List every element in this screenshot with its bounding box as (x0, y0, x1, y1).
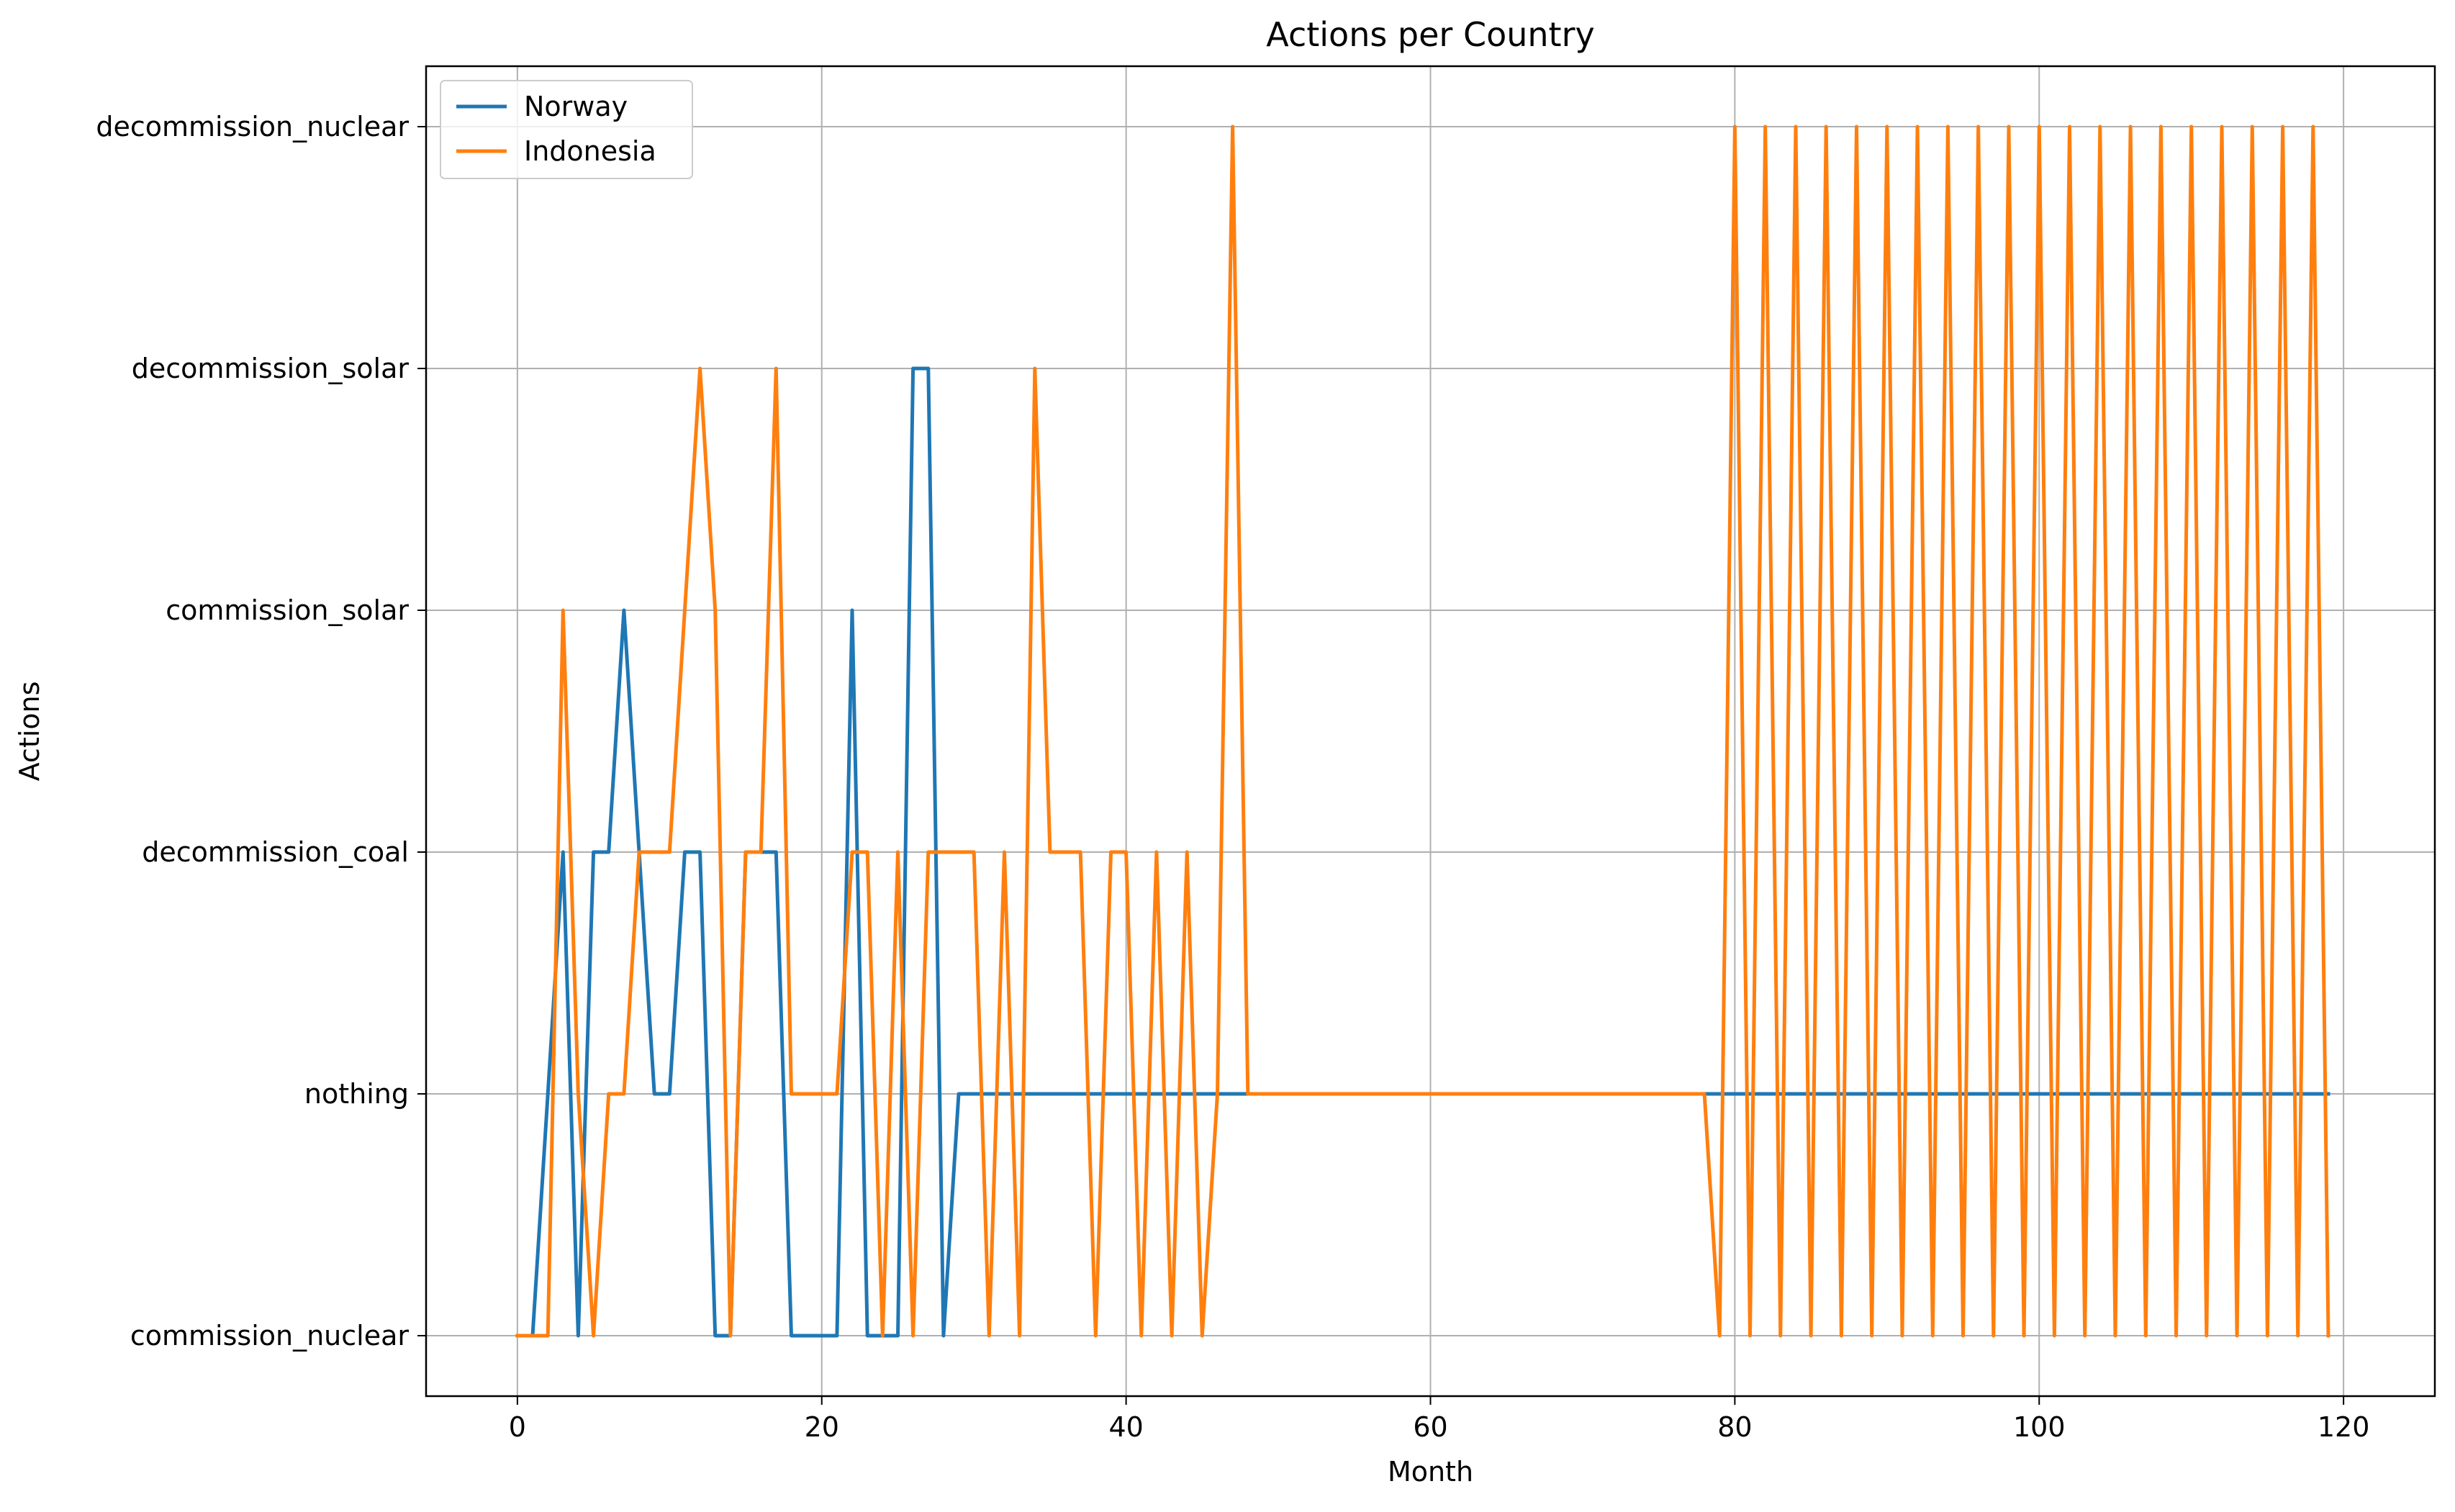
y-tick-label-decommission-solar: decommission_solar (132, 353, 410, 384)
y-tick-label-commission-solar: commission_solar (166, 594, 409, 626)
x-axis-label: Month (1388, 1456, 1473, 1488)
y-tick-label-commission-nuclear: commission_nuclear (130, 1320, 410, 1352)
legend-label-norway: Norway (524, 91, 628, 122)
legend-label-indonesia: Indonesia (524, 135, 656, 167)
x-tick-label: 120 (2318, 1411, 2370, 1443)
series-lines (515, 125, 2330, 1338)
y-tick-label-decommission-coal: decommission_coal (142, 836, 409, 868)
x-tick-label: 40 (1108, 1411, 1143, 1443)
x-tick-label: 60 (1413, 1411, 1447, 1443)
legend: Norway Indonesia (440, 80, 693, 179)
x-tick-label: 100 (2013, 1411, 2066, 1443)
chart-title: Actions per Country (1266, 15, 1594, 54)
y-tick-label-nothing: nothing (304, 1078, 409, 1110)
y-axis-label: Actions (14, 682, 45, 782)
y-tick-label-decommission-nuclear: decommission_nuclear (96, 111, 409, 142)
axis-ticks: 0 20 40 60 80 100 120 commission_nuclear nothing… (96, 111, 2369, 1443)
grid-lines (426, 66, 2435, 1396)
series-line-indonesia (515, 125, 2330, 1338)
x-tick-label: 20 (805, 1411, 839, 1443)
x-tick-label: 80 (1717, 1411, 1752, 1443)
x-tick-label: 0 (509, 1411, 526, 1443)
